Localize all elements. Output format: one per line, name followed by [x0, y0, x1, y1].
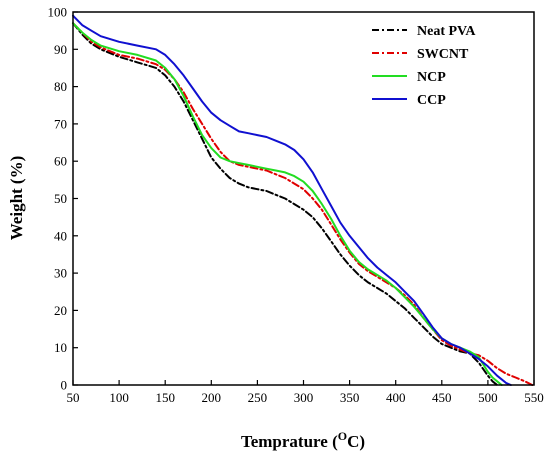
x-tick-label-6: 350	[340, 390, 360, 405]
y-tick-label-0: 0	[61, 378, 68, 393]
x-tick-label-0: 50	[67, 390, 80, 405]
y-tick-label-7: 70	[54, 116, 67, 131]
y-tick-label-1: 10	[54, 340, 67, 355]
y-tick-label-3: 30	[54, 266, 67, 281]
x-tick-label-3: 200	[202, 390, 222, 405]
y-tick-label-2: 20	[54, 303, 67, 318]
ticks-layer: 50 100 150 200 250 300 350 400 450 500 550 0 10 20 30 4…	[48, 5, 544, 406]
x-axis-title: Temprature (OC)	[241, 429, 365, 451]
y-tick-label-6: 60	[54, 154, 67, 169]
series-line-0	[72, 22, 499, 386]
x-axis-unit-superscript: O	[338, 429, 347, 443]
series-line-1	[72, 22, 534, 386]
x-tick-label-1: 100	[109, 390, 129, 405]
y-tick-label-8: 80	[54, 79, 67, 94]
y-tick-label-9: 90	[54, 42, 67, 57]
legend: Neat PVA SWCNT NCP CCP	[372, 24, 476, 108]
plot-frame	[72, 11, 535, 386]
y-tick-label-5: 50	[54, 191, 67, 206]
legend-label-3: CCP	[417, 93, 446, 108]
x-tick-label-2: 150	[155, 390, 175, 405]
x-tick-label-7: 400	[386, 390, 406, 405]
x-tick-label-8: 450	[432, 390, 452, 405]
x-axis-title-text: Temprature	[241, 432, 328, 451]
y-tick-label-10: 100	[48, 5, 68, 20]
x-tick-label-10: 550	[524, 390, 544, 405]
x-tick-label-9: 500	[478, 390, 498, 405]
y-axis-title: Weight (%)	[7, 156, 26, 241]
y-tick-label-4: 40	[54, 228, 67, 243]
legend-label-2: NCP	[417, 70, 446, 85]
series-line-3	[72, 14, 512, 386]
legend-label-0: Neat PVA	[417, 24, 476, 39]
x-tick-label-4: 250	[248, 390, 268, 405]
series-layer	[72, 14, 534, 386]
x-tick-label-5: 300	[294, 390, 314, 405]
x-axis-unit-base: C	[347, 432, 359, 451]
legend-label-1: SWCNT	[417, 47, 469, 62]
